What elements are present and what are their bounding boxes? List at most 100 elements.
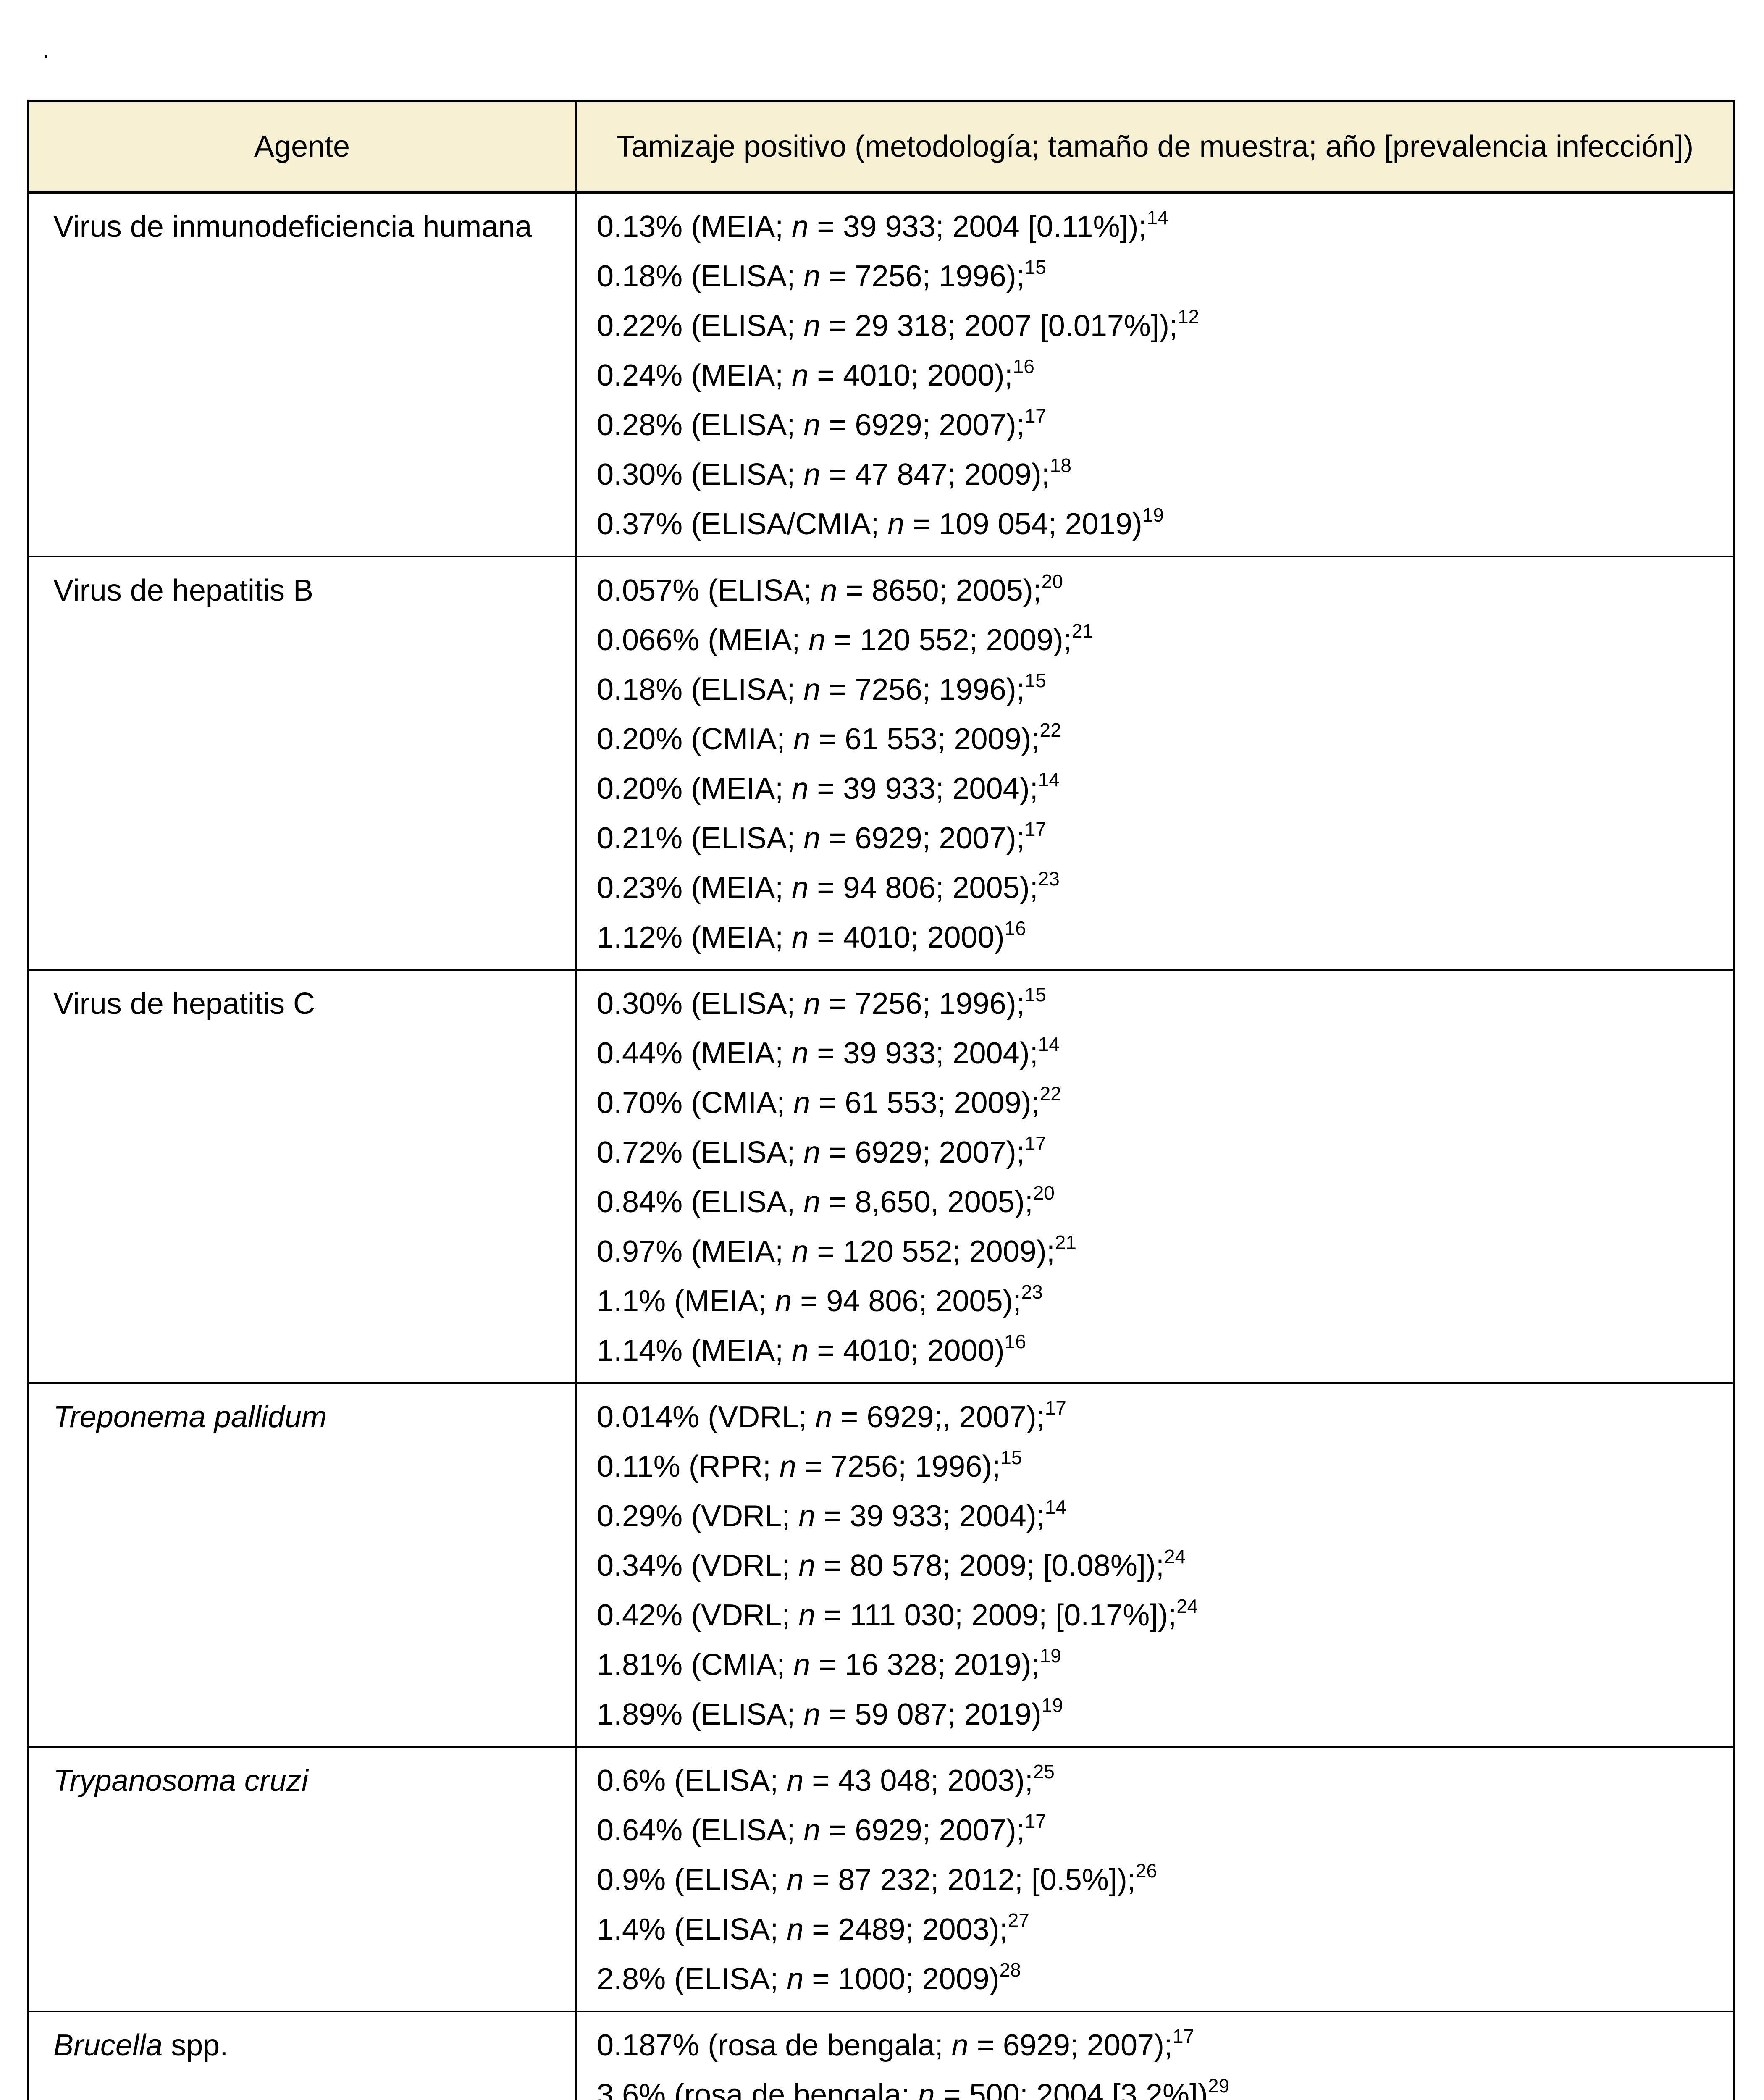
- screening-entry: 0.187% (rosa de bengala; n = 6929; 2007)…: [597, 2025, 1194, 2062]
- screening-entry: 0.21% (ELISA; n = 6929; 2007);17: [597, 818, 1046, 855]
- screening-entry: 0.70% (CMIA; n = 61 553; 2009);22: [597, 1083, 1061, 1120]
- screening-entry: 1.14% (MEIA; n = 4010; 2000)16: [597, 1331, 1026, 1368]
- italic-text: n: [803, 458, 821, 491]
- italic-text: n: [792, 1235, 809, 1268]
- reference-superscript: 21: [1055, 1231, 1076, 1253]
- screening-entry: 1.81% (CMIA; n = 16 328; 2019);19: [597, 1645, 1061, 1682]
- reference-superscript: 19: [1040, 1645, 1061, 1667]
- reference-superscript: 14: [1038, 769, 1060, 790]
- italic-text: n: [951, 2029, 969, 2062]
- italic-text: n: [803, 822, 821, 855]
- reference-superscript: 14: [1147, 207, 1168, 228]
- italic-text: n: [887, 507, 905, 541]
- table-row: Virus de hepatitis B 0.057% (ELISA; n = 8…: [28, 556, 1734, 970]
- screening-entry: 0.37% (ELISA/CMIA; n = 109 054; 2019)19: [597, 504, 1164, 541]
- screening-entry: 0.057% (ELISA; n = 8650; 2005);20: [597, 570, 1063, 607]
- italic-text: n: [815, 1400, 832, 1434]
- italic-text: n: [820, 574, 837, 607]
- reference-superscript: 17: [1045, 1397, 1066, 1419]
- reference-superscript: 15: [1024, 984, 1046, 1005]
- screening-entry: 0.28% (ELISA; n = 6929; 2007);17: [597, 405, 1046, 442]
- reference-superscript: 22: [1040, 719, 1061, 741]
- screening-entry: 0.6% (ELISA; n = 43 048; 2003);25: [597, 1761, 1055, 1798]
- screening-entry: 0.29% (VDRL; n = 39 933; 2004);14: [597, 1496, 1066, 1533]
- screening-values: 0.13% (MEIA; n = 39 933; 2004 [0.11%]);1…: [575, 191, 1734, 556]
- agent-name: Virus de inmunodeficiencia humana: [28, 191, 576, 556]
- reference-superscript: 28: [999, 1959, 1021, 1981]
- screening-values: 0.014% (VDRL; n = 6929;, 2007);17 0.11% (…: [575, 1382, 1734, 1747]
- italic-text: n: [779, 1450, 796, 1483]
- screening-entry: 0.34% (VDRL; n = 80 578; 2009; [0.08%]);…: [597, 1546, 1186, 1583]
- reference-superscript: 16: [1004, 1331, 1026, 1352]
- table-row: Brucella spp. 0.187% (rosa de bengala; n …: [28, 2011, 1734, 2100]
- italic-text: n: [803, 1136, 821, 1169]
- italic-text: n: [803, 1698, 821, 1731]
- italic-text: n: [803, 673, 821, 706]
- screening-values: 0.057% (ELISA; n = 8650; 2005);20 0.066% …: [575, 556, 1734, 970]
- reference-superscript: 14: [1045, 1496, 1066, 1518]
- screening-values: 0.30% (ELISA; n = 7256; 1996);15 0.44% (M…: [575, 969, 1734, 1383]
- table-row: Virus de inmunodeficiencia humana 0.13% (…: [28, 191, 1734, 556]
- reference-superscript: 23: [1021, 1281, 1043, 1303]
- reference-superscript: 17: [1173, 2025, 1194, 2047]
- italic-text: n: [792, 871, 809, 905]
- table-row: Virus de hepatitis C 0.30% (ELISA; n = 72…: [28, 969, 1734, 1383]
- italic-text: n: [792, 772, 809, 806]
- reference-superscript: 15: [1024, 669, 1046, 691]
- italic-text: n: [803, 309, 821, 343]
- reference-superscript: 21: [1071, 620, 1093, 642]
- screening-entry: 1.1% (MEIA; n = 94 806; 2005);23: [597, 1281, 1043, 1318]
- agent-name: Treponema pallidum: [28, 1382, 576, 1747]
- agent-name: Virus de hepatitis B: [28, 556, 576, 970]
- italic-text: n: [787, 1764, 804, 1798]
- reference-superscript: 15: [1000, 1446, 1022, 1468]
- italic-text: n: [798, 1499, 816, 1533]
- screening-entry: 1.89% (ELISA; n = 59 087; 2019)19: [597, 1694, 1063, 1731]
- screening-entry: 0.11% (RPR; n = 7256; 1996);15: [597, 1446, 1022, 1483]
- reference-superscript: 17: [1024, 818, 1046, 840]
- table-header: Agente Tamizaje positivo (metodología; t…: [28, 101, 1734, 194]
- reference-superscript: 29: [1208, 2075, 1230, 2097]
- italic-text: n: [793, 1648, 811, 1682]
- screening-table: Agente Tamizaje positivo (metodología; t…: [27, 100, 1735, 2100]
- italic-text: n: [803, 260, 821, 293]
- reference-superscript: 26: [1135, 1860, 1157, 1882]
- reference-superscript: 17: [1024, 1810, 1046, 1832]
- screening-entry: 1.12% (MEIA; n = 4010; 2000)16: [597, 917, 1026, 954]
- italic-text: n: [803, 1185, 821, 1219]
- italic-text: n: [792, 921, 809, 954]
- screening-entry: 1.4% (ELISA; n = 2489; 2003);27: [597, 1909, 1029, 1946]
- reference-superscript: 17: [1024, 1132, 1046, 1154]
- agent-name: Brucella spp.: [28, 2011, 576, 2100]
- reference-superscript: 24: [1164, 1546, 1186, 1567]
- agent-name: Virus de hepatitis C: [28, 969, 576, 1383]
- reference-superscript: 19: [1041, 1694, 1063, 1716]
- table-row: Treponema pallidum 0.014% (VDRL; n = 6929…: [28, 1382, 1734, 1747]
- reference-superscript: 22: [1040, 1083, 1061, 1105]
- screening-entry: 0.9% (ELISA; n = 87 232; 2012; [0.5%]);2…: [597, 1860, 1157, 1897]
- italic-text: n: [918, 2078, 935, 2100]
- italic-text: n: [803, 408, 821, 442]
- italic-text: n: [792, 210, 809, 244]
- screening-entry: 0.23% (MEIA; n = 94 806; 2005);23: [597, 868, 1060, 905]
- italic-text: n: [793, 1086, 811, 1120]
- table-body: Virus de inmunodeficiencia humana 0.13% (…: [28, 191, 1734, 2100]
- italic-text: n: [798, 1599, 816, 1632]
- italic-text: n: [787, 1962, 804, 1996]
- reference-superscript: 27: [1008, 1909, 1029, 1931]
- header-tamizaje: Tamizaje positivo (metodología; tamaño d…: [575, 101, 1734, 194]
- reference-superscript: 18: [1050, 454, 1071, 476]
- italic-text: n: [803, 987, 821, 1021]
- italic-text: Treponema pallidum: [53, 1400, 327, 1434]
- screening-entry: 0.72% (ELISA; n = 6929; 2007);17: [597, 1132, 1046, 1169]
- reference-superscript: 12: [1177, 306, 1200, 328]
- reference-superscript: 16: [1004, 917, 1026, 939]
- reference-superscript: 20: [1041, 570, 1063, 592]
- reference-superscript: 16: [1013, 355, 1034, 377]
- italic-text: n: [775, 1284, 792, 1318]
- screening-entry: 0.30% (ELISA; n = 47 847; 2009);18: [597, 454, 1071, 491]
- screening-entry: 2.8% (ELISA; n = 1000; 2009)28: [597, 1959, 1021, 1996]
- screening-values: 0.6% (ELISA; n = 43 048; 2003);25 0.64% (…: [575, 1746, 1734, 2011]
- italic-text: n: [787, 1863, 804, 1897]
- italic-text: n: [803, 1814, 821, 1847]
